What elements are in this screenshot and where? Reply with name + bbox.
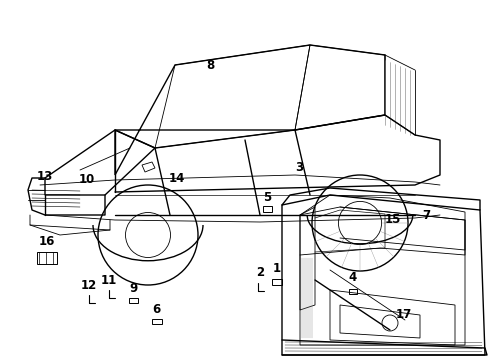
Text: 16: 16 xyxy=(38,235,55,248)
Bar xyxy=(37,252,56,264)
Text: 12: 12 xyxy=(81,279,98,292)
Text: 17: 17 xyxy=(396,308,413,321)
Text: 2: 2 xyxy=(256,266,264,279)
Bar xyxy=(152,319,162,324)
Text: 8: 8 xyxy=(207,59,215,72)
Text: 9: 9 xyxy=(130,282,138,294)
Text: 5: 5 xyxy=(263,191,271,204)
Text: 4: 4 xyxy=(349,271,357,284)
Text: 1: 1 xyxy=(273,262,281,275)
Text: 10: 10 xyxy=(79,173,96,186)
Bar xyxy=(272,279,282,285)
Text: 6: 6 xyxy=(153,303,161,316)
Bar xyxy=(129,297,138,302)
Text: 7: 7 xyxy=(422,209,430,222)
Bar xyxy=(349,289,357,294)
Text: 3: 3 xyxy=(295,161,303,174)
Text: 15: 15 xyxy=(385,213,401,226)
Text: 11: 11 xyxy=(100,274,117,287)
Bar xyxy=(263,206,271,212)
Text: 13: 13 xyxy=(37,170,53,183)
Text: 14: 14 xyxy=(168,172,185,185)
